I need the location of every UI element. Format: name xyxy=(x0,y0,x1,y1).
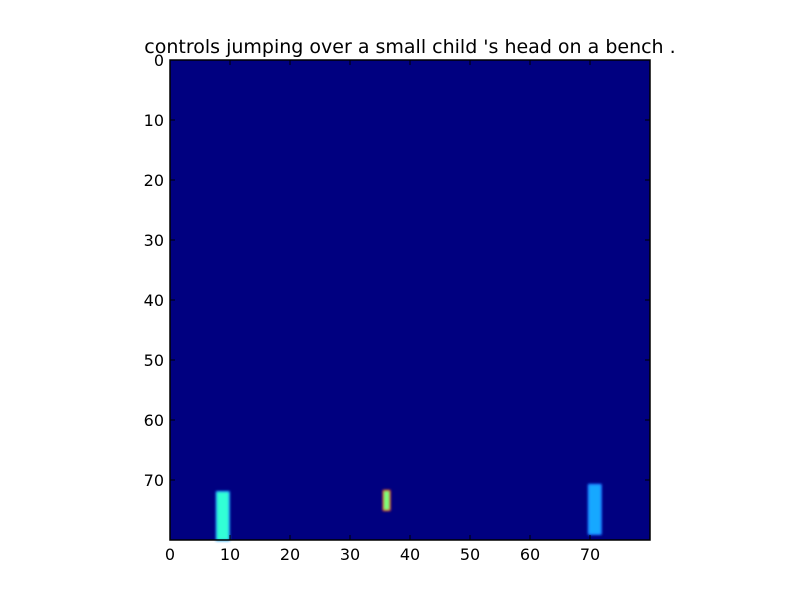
x-tick-label: 40 xyxy=(400,545,420,564)
y-tick-label: 20 xyxy=(144,171,164,190)
plot-area xyxy=(169,59,651,541)
x-tick-label: 10 xyxy=(220,545,240,564)
x-tick-label: 50 xyxy=(460,545,480,564)
y-tick-label: 70 xyxy=(144,471,164,490)
y-tick-label: 40 xyxy=(144,291,164,310)
y-tick-label: 0 xyxy=(154,51,164,70)
heatmap-region-center-point xyxy=(382,489,391,511)
x-axis: 0 10 20 30 40 50 60 70 xyxy=(165,60,600,564)
y-tick-label: 60 xyxy=(144,411,164,430)
chart-title: controls jumping over a small child 's h… xyxy=(144,36,675,58)
y-axis: 0 10 20 30 40 50 60 70 xyxy=(144,51,650,490)
heatmap-cell xyxy=(588,484,601,534)
x-tick-label: 70 xyxy=(580,545,600,564)
heatmap-cell xyxy=(383,490,390,510)
x-tick-label: 60 xyxy=(520,545,540,564)
x-tick-label: 20 xyxy=(280,545,300,564)
y-tick-label: 10 xyxy=(144,111,164,130)
heatmap-region-right-bar xyxy=(587,483,602,535)
heatmap-background xyxy=(170,60,650,540)
heatmap-cell xyxy=(216,492,229,540)
y-tick-label: 50 xyxy=(144,351,164,370)
x-tick-label: 30 xyxy=(340,545,360,564)
y-tick-label: 30 xyxy=(144,231,164,250)
x-tick-label: 0 xyxy=(165,545,175,564)
heatmap-region-left-bar xyxy=(215,491,230,541)
